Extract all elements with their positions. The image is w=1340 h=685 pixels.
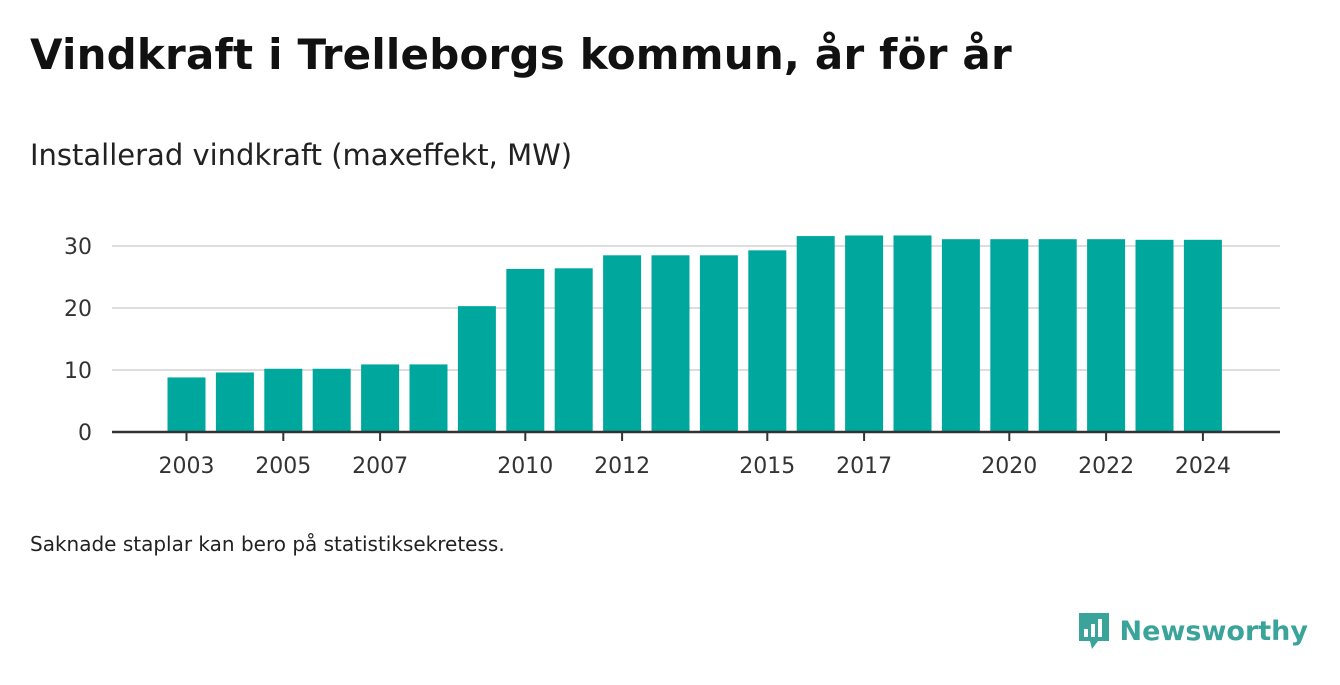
y-tick-label: 30 <box>64 235 92 260</box>
bar-2024 <box>1183 239 1222 432</box>
bar-2015 <box>748 250 787 432</box>
gridlines <box>112 245 1280 371</box>
bar-2008 <box>409 364 448 432</box>
chart-subtitle: Installerad vindkraft (maxeffekt, MW) <box>30 138 573 172</box>
x-tick-label: 2024 <box>1175 454 1231 479</box>
bar-2005 <box>264 368 303 432</box>
bar-chart: 0 10 20 30 2003 2005 2007 2010 2012 2015 2017 2020 2… <box>64 235 1280 479</box>
x-tick-label: 2015 <box>739 454 795 479</box>
bar-2013 <box>651 255 690 432</box>
brand-name: Newsworthy <box>1119 615 1308 647</box>
chart-title: Vindkraft i Trelleborgs kommun, år för å… <box>30 30 1012 79</box>
bar-2009 <box>457 306 496 432</box>
x-tick-label: 2022 <box>1078 454 1134 479</box>
bar-2012 <box>603 255 642 432</box>
bar-2003 <box>167 377 206 432</box>
bar-2016 <box>796 236 835 432</box>
y-tick-label: 20 <box>64 297 92 322</box>
y-tick-label: 0 <box>78 421 92 446</box>
newsworthy-icon <box>1078 613 1109 649</box>
bars <box>167 235 1222 432</box>
y-tick-label: 10 <box>64 359 92 384</box>
bar-2014 <box>699 255 738 432</box>
x-tick-label: 2003 <box>159 454 215 479</box>
bar-2023 <box>1135 239 1174 432</box>
x-tick-label: 2007 <box>352 454 408 479</box>
x-tick-label: 2017 <box>836 454 892 479</box>
bar-2021 <box>1038 239 1077 432</box>
bar-2020 <box>990 239 1029 432</box>
bar-2022 <box>1087 239 1126 432</box>
footnote: Saknade staplar kan bero på statistiksek… <box>30 532 505 556</box>
x-tick-label: 2010 <box>497 454 553 479</box>
bar-2007 <box>361 364 400 432</box>
bar-2017 <box>845 235 884 432</box>
bar-2019 <box>941 239 980 432</box>
x-tick-label: 2005 <box>255 454 311 479</box>
x-tick-label: 2012 <box>594 454 650 479</box>
bar-2018 <box>893 235 932 432</box>
x-tick-label: 2020 <box>981 454 1037 479</box>
axes: 0 10 20 30 2003 2005 2007 2010 2012 2015 2017 2020 2… <box>64 235 1280 479</box>
bar-2011 <box>554 268 593 432</box>
bar-2006 <box>312 368 351 432</box>
brand-logo: Newsworthy <box>1076 610 1308 652</box>
bar-2004 <box>215 372 254 432</box>
bar-2010 <box>506 268 545 432</box>
